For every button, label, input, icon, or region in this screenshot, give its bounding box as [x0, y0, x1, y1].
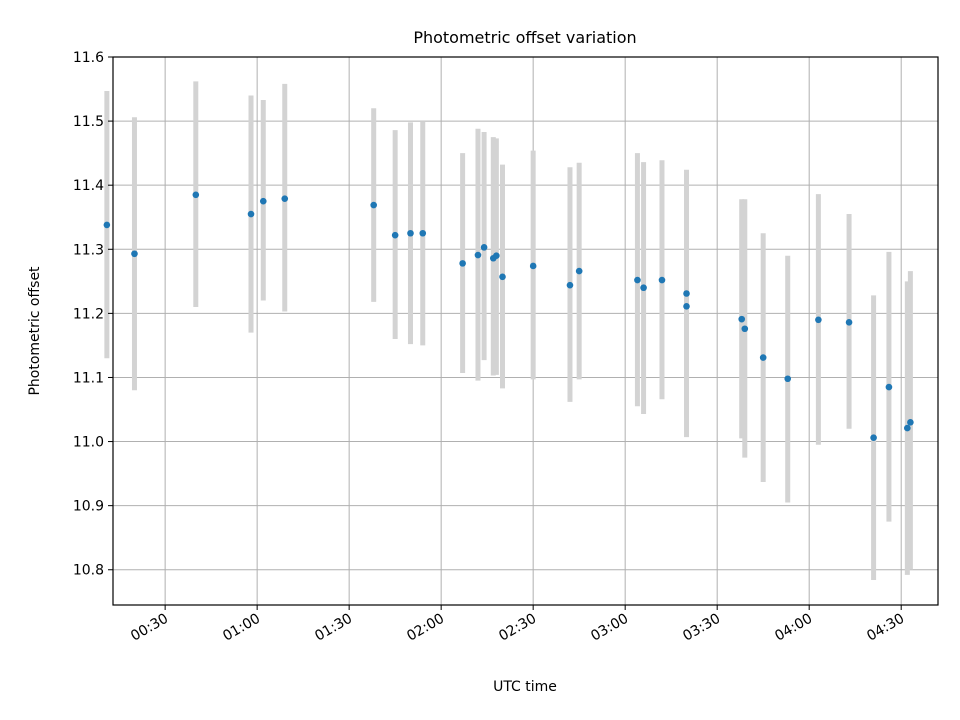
data-point — [407, 229, 414, 237]
data-point — [566, 281, 574, 289]
data-point — [247, 210, 255, 218]
data-point — [131, 250, 138, 258]
data-point — [870, 434, 877, 442]
y-tick-label: 11.0 — [73, 435, 104, 451]
chart-title: Photometric offset variation — [413, 28, 636, 47]
y-tick-label: 11.6 — [73, 50, 104, 66]
data-point — [634, 276, 641, 284]
plot-frame — [112, 56, 939, 606]
data-point — [845, 319, 853, 326]
y-axis-label: Photometric offset — [27, 266, 43, 396]
data-point — [738, 315, 746, 323]
data-point — [499, 273, 506, 281]
data-point — [493, 252, 500, 259]
y-tick-label: 10.9 — [73, 499, 104, 515]
y-tick-label: 10.8 — [73, 563, 104, 579]
data-point — [759, 354, 767, 361]
data-point — [281, 195, 289, 202]
data-point — [683, 303, 690, 310]
data-point — [907, 419, 914, 426]
data-point — [391, 231, 399, 239]
data-point — [658, 276, 666, 284]
data-point — [784, 375, 792, 383]
data-point — [640, 284, 647, 292]
data-point — [683, 290, 690, 297]
data-point — [474, 251, 482, 259]
y-tick-label: 11.3 — [73, 242, 104, 258]
data-points — [103, 191, 914, 442]
y-tick-label: 11.1 — [73, 370, 104, 386]
data-point — [529, 262, 537, 270]
data-point — [575, 267, 583, 275]
data-point — [815, 316, 822, 324]
y-tick-label: 11.5 — [73, 114, 104, 130]
data-point — [370, 201, 377, 209]
data-point — [192, 191, 200, 199]
data-point — [741, 325, 749, 333]
data-point — [103, 221, 111, 229]
y-tick-label: 11.2 — [73, 306, 104, 322]
data-point — [480, 244, 488, 251]
data-point — [904, 424, 911, 432]
data-point — [419, 229, 427, 237]
y-axis-ticks: 10.8 10.9 11.0 11.1 11.2 11.3 11.4 11.5 11.6 — [73, 50, 113, 579]
data-point — [259, 197, 267, 205]
data-point — [459, 260, 466, 267]
data-point — [885, 383, 893, 391]
x-axis-label: UTC time — [493, 679, 557, 695]
y-tick-label: 11.4 — [73, 178, 104, 194]
